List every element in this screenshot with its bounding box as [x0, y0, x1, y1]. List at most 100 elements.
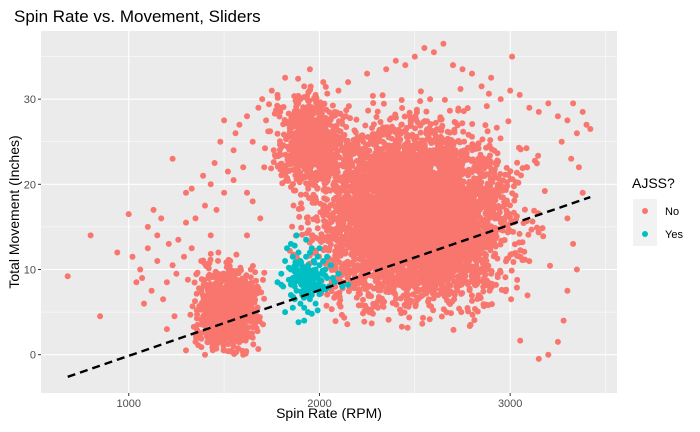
data-point-no [399, 186, 406, 193]
data-point-no [422, 144, 428, 151]
data-point-no [445, 156, 452, 163]
data-point-no [455, 105, 462, 112]
data-point-no [494, 181, 501, 188]
data-point-no [317, 200, 324, 207]
data-point-no [455, 176, 462, 183]
data-point-no [528, 226, 535, 233]
data-point-no [419, 320, 426, 327]
data-point-no [406, 314, 413, 321]
data-point-no [523, 145, 530, 152]
data-point-no [450, 142, 457, 148]
data-point-no [393, 295, 399, 302]
data-point-no [482, 156, 489, 163]
data-point-no [521, 206, 528, 213]
data-point-no [456, 265, 463, 272]
data-point-no [437, 114, 444, 121]
data-point-no [406, 109, 413, 116]
data-point-no [488, 146, 495, 153]
data-point-no [437, 290, 444, 297]
data-point-no [441, 96, 448, 103]
data-point-no [364, 225, 370, 232]
data-point-no [485, 206, 492, 213]
data-point-no [450, 326, 457, 333]
data-point-no [446, 299, 452, 306]
data-point-no [342, 184, 349, 191]
data-point-no [341, 314, 348, 321]
data-point-no [526, 258, 533, 265]
data-point-no [516, 230, 523, 237]
data-point-no [314, 217, 321, 224]
data-point-no [385, 316, 392, 323]
data-point-no [362, 122, 369, 129]
data-point-no [507, 176, 514, 183]
data-point-no [322, 218, 329, 225]
data-point-no [465, 172, 472, 179]
data-point-no [438, 274, 445, 281]
data-point-no [350, 212, 357, 219]
data-point-no [374, 108, 381, 115]
data-point-no [437, 176, 444, 183]
data-point-no [531, 207, 538, 214]
data-point-no [523, 164, 530, 171]
data-point-no [346, 195, 353, 202]
data-point-no [400, 240, 406, 247]
data-point-no [377, 259, 384, 266]
data-point-no [541, 188, 548, 194]
data-point-no [408, 261, 415, 268]
data-point-no [417, 129, 424, 136]
data-point-no [453, 259, 460, 266]
data-point-no [343, 107, 350, 114]
data-point-no [369, 177, 375, 184]
data-point-no [454, 287, 461, 294]
data-point-no [410, 291, 417, 298]
data-point-no [466, 156, 473, 163]
data-point-no [321, 223, 328, 230]
data-point-no [459, 290, 466, 296]
data-point-no [502, 274, 509, 281]
data-point-no [384, 124, 391, 131]
data-point-no [296, 213, 303, 220]
data-point-no [298, 224, 305, 231]
data-point-no [356, 179, 362, 186]
data-point-no [446, 291, 452, 298]
data-point-no [356, 286, 362, 293]
data-point-no [406, 172, 413, 179]
data-point-no [478, 162, 485, 168]
data-point-no [360, 158, 367, 165]
data-point-no [455, 137, 462, 144]
data-point-no [297, 191, 304, 198]
data-point-no [333, 243, 340, 250]
data-point-no [432, 119, 439, 126]
data-point-no [371, 273, 378, 280]
data-point-no [460, 246, 467, 253]
data-point-no [468, 248, 474, 255]
data-point-no [469, 222, 476, 229]
data-point-no [444, 128, 451, 135]
data-point-no [367, 136, 374, 143]
data-point-no [379, 302, 386, 309]
data-point-no [547, 262, 553, 269]
data-point-no [402, 302, 409, 309]
data-point-no [430, 295, 437, 302]
data-point-no [488, 223, 495, 230]
data-point-no [466, 323, 473, 329]
data-point-no [324, 227, 330, 234]
data-point-no [354, 262, 361, 269]
data-point-no [373, 114, 380, 120]
data-point-no [493, 124, 500, 131]
data-point-no [470, 271, 477, 278]
data-point-no [358, 302, 365, 309]
data-point-no [468, 292, 475, 299]
data-point-no [521, 248, 528, 255]
data-point-no [509, 190, 516, 197]
data-point-no [323, 302, 330, 309]
data-point-no [491, 205, 498, 212]
data-point-no [347, 267, 354, 274]
data-point-no [393, 146, 400, 153]
data-point-no [377, 295, 384, 302]
data-point-no [363, 285, 370, 292]
data-point-no [385, 134, 392, 141]
data-point-no [463, 266, 470, 273]
data-point-no [423, 108, 430, 115]
data-point-no [474, 296, 481, 302]
